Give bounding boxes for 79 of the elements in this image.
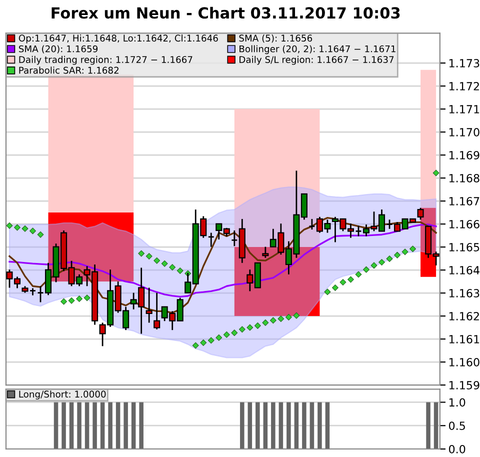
legend-label: Bollinger (20, 2): 1.1647 − 1.1671 (240, 45, 396, 54)
point (410, 246, 416, 252)
point (278, 316, 284, 322)
candlestick (386, 218, 393, 230)
y-tick-label: 1.163 (449, 289, 480, 298)
point (348, 276, 354, 283)
legend-label: Daily S/L region: 1.1667 − 1.1637 (240, 56, 394, 65)
point (37, 231, 44, 238)
candlestick (308, 218, 316, 230)
point (293, 312, 300, 319)
point (370, 262, 378, 269)
point (76, 296, 83, 302)
point (324, 288, 331, 296)
y-tick-label: 1.171 (449, 105, 480, 114)
candlestick (355, 224, 362, 237)
point (68, 297, 75, 304)
point (192, 342, 199, 349)
point (216, 334, 222, 341)
point (254, 322, 261, 329)
point (246, 324, 254, 331)
point (394, 252, 400, 258)
y-tick-label: 1.166 (449, 220, 480, 228)
point (84, 294, 90, 302)
y-tick-label: 1.0 (449, 398, 466, 407)
point (176, 267, 184, 274)
point (270, 317, 276, 324)
point (363, 266, 370, 273)
y-tick-label: 1.173 (449, 59, 480, 68)
legend-label: Parabolic SAR: 1.1682 (19, 66, 118, 74)
point (14, 224, 20, 231)
point (30, 228, 36, 234)
point (355, 271, 362, 278)
point (200, 339, 207, 346)
point (285, 314, 292, 320)
candlestick (230, 230, 238, 247)
candlestick (417, 207, 424, 220)
y-tick-label: 1.160 (449, 358, 480, 366)
candlestick (154, 292, 160, 330)
candlestick (208, 232, 215, 248)
point (138, 250, 145, 257)
y-tick-label: 1.168 (449, 174, 480, 182)
candlestick (146, 287, 152, 324)
legend-label: Daily trading region: 1.1727 − 1.1667 (19, 56, 192, 65)
y-tick-label: 1.170 (449, 128, 480, 136)
point (208, 337, 214, 344)
candlestick (262, 246, 269, 259)
y-tick-label: 0.5 (448, 422, 465, 430)
y-tick-label: 1.164 (449, 266, 480, 274)
y-tick-label: 1.165 (449, 243, 480, 252)
point (262, 319, 269, 326)
point (340, 278, 346, 286)
y-tick-label: 1.172 (449, 82, 479, 90)
point (161, 260, 168, 267)
legend-label: Op:1.1647, Hi:1.1648, Lo:1.1642, Cl:1.1646 (18, 34, 218, 44)
point (22, 225, 28, 232)
point (6, 222, 13, 229)
legend-label: SMA (20): 1.1659 (18, 45, 98, 54)
y-tick-label: 1.167 (449, 197, 480, 206)
point (402, 248, 408, 256)
legend-label: Long/Short: 1.0000 (19, 390, 106, 400)
point (231, 330, 238, 336)
point (223, 331, 230, 338)
y-tick-label: 1.161 (449, 335, 480, 344)
y-tick-label: 1.169 (449, 151, 480, 160)
point (378, 258, 385, 266)
point (154, 257, 160, 264)
chart-title: Forex um Neun - Chart 03.11.2017 10:03 (52, 6, 400, 19)
y-tick-label: 1.159 (449, 380, 480, 390)
point (60, 298, 68, 305)
point (238, 326, 246, 333)
point (386, 256, 393, 262)
y-tick-label: 1.162 (449, 312, 479, 320)
legend-label: SMA (5): 1.1656 (239, 34, 312, 43)
point (432, 170, 440, 176)
point (169, 264, 176, 270)
candlestick (37, 285, 44, 303)
y-tick-label: 0.0 (448, 444, 466, 454)
point (146, 253, 152, 260)
point (332, 284, 338, 291)
